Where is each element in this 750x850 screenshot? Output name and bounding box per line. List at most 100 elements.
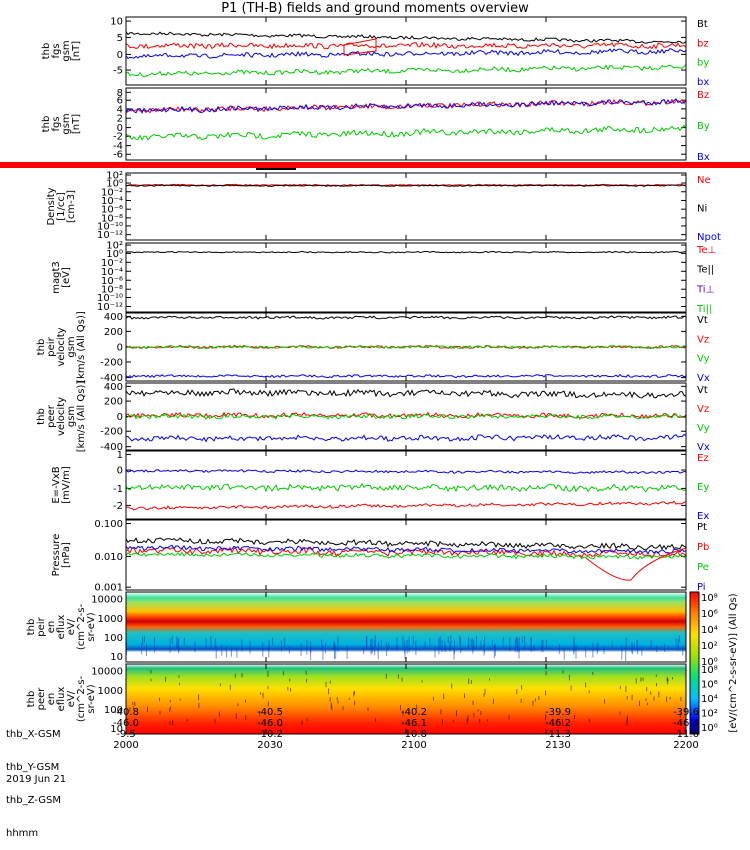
spectrogram-speckle [267, 686, 269, 690]
spectrogram-speckle [141, 643, 143, 655]
spectrogram-speckle [480, 640, 482, 650]
panel-frame [125, 16, 687, 86]
series-line [125, 500, 687, 511]
legend-entry: Pt [697, 522, 707, 533]
spectrogram-speckle [486, 719, 488, 722]
ytick-label: 200 [104, 397, 123, 408]
series-line [125, 344, 687, 350]
spectrogram-speckle [342, 706, 344, 711]
panel-ylabel: [km/s (All Qs)] [76, 381, 87, 453]
spectrogram-speckle [210, 636, 212, 649]
spectrogram-speckle [218, 711, 220, 717]
spectrogram-speckle [631, 694, 633, 701]
spectrogram-speckle [467, 715, 469, 721]
footer-z-value: -11.6 [673, 729, 699, 740]
spectrogram-speckle [650, 640, 652, 648]
spectrogram-speckle [301, 720, 303, 725]
spectrogram-speckle [573, 636, 575, 653]
panel-ylabel: [cm-3] [66, 190, 77, 223]
spectrogram-speckle [325, 681, 327, 688]
spectrogram-speckle [289, 678, 291, 682]
spectrogram-speckle [241, 673, 243, 678]
spectrogram-speckle [306, 718, 308, 721]
spectrogram-speckle [445, 645, 447, 652]
spectrogram-speckle [588, 719, 590, 722]
ytick-label: 100 [104, 633, 123, 644]
spectrogram-speckle [268, 642, 270, 658]
legend-entry: By [697, 121, 710, 132]
spectrogram-speckle [134, 701, 136, 706]
spectrogram-speckle [625, 645, 627, 661]
spectrogram-speckle [534, 698, 536, 702]
spectrogram-speckle [249, 641, 251, 654]
spectrogram-speckle [225, 645, 227, 658]
ytick-label: 10⁻⁸ [101, 285, 123, 296]
spectrogram-speckle [221, 644, 223, 656]
spectrogram-speckle [459, 635, 461, 646]
spectrogram-speckle [680, 696, 682, 702]
spectrogram-speckle [442, 719, 443, 725]
spectrogram-speckle [215, 646, 217, 659]
ytick-label: 10000 [91, 667, 123, 678]
ytick-label: 10⁻² [101, 187, 123, 198]
ytick-label: 10⁻⁶ [101, 276, 123, 287]
spectrogram-speckle [475, 635, 477, 650]
spectrogram-speckle [563, 647, 565, 660]
spectrogram-speckle [219, 683, 221, 686]
spectrogram-speckle [575, 643, 577, 659]
colorbar-tick: 10⁴ [701, 625, 718, 636]
spectrogram-speckle [669, 696, 671, 700]
spectrogram-speckle [626, 696, 628, 700]
spectrogram-speckle [328, 688, 330, 695]
spectrogram-speckle [556, 718, 558, 723]
legend-entry: Vz [697, 334, 709, 345]
spectrogram-speckle [626, 721, 628, 726]
spectrogram-speckle [172, 720, 174, 726]
spectrogram-speckle [300, 643, 302, 656]
spectrogram-speckle [650, 691, 652, 695]
panel-ylabel: [nPa] [61, 542, 72, 568]
ytick-label: 6 [117, 96, 123, 107]
ytick-label: 10⁻¹² [97, 302, 123, 313]
footer-z-value: -11.3 [545, 729, 571, 740]
ytick-label: -4 [113, 141, 123, 152]
panel-frame [125, 172, 687, 241]
spectrogram-speckle [198, 694, 200, 701]
series-line [125, 433, 687, 443]
series-line [125, 482, 687, 493]
spectrogram-speckle [452, 720, 454, 723]
spectrogram-speckle [439, 636, 441, 650]
colorbar-tick: 10² [701, 709, 718, 720]
spectrogram-speckle [371, 638, 373, 651]
footer-y-label: thb_Y-GSM [6, 762, 60, 773]
spectrogram-speckle [517, 637, 519, 649]
spectrogram-speckle [386, 642, 388, 657]
spectrogram [126, 592, 686, 662]
spectrogram-speckle [378, 641, 379, 649]
series-line [125, 469, 687, 475]
page-title: P1 (TH-B) fields and ground moments over… [221, 1, 529, 16]
series-line [125, 411, 687, 419]
spectrogram-speckle [588, 690, 590, 694]
spectrogram-speckle [321, 639, 323, 651]
colorbar-tick: 10⁰ [701, 723, 718, 734]
spectrogram-speckle [574, 714, 576, 719]
series-line [125, 124, 687, 141]
spectrogram-speckle [450, 635, 452, 651]
ytick-label: 10⁻¹⁰ [97, 221, 123, 232]
ytick-label: 0 [117, 123, 123, 134]
ytick-label: -2 [113, 132, 123, 143]
footer-z-label: thb_Z-GSM [6, 795, 61, 806]
spectrogram-speckle [542, 639, 544, 653]
spectrogram-speckle [322, 645, 324, 660]
spectrogram-speckle [363, 647, 365, 655]
spectrogram-speckle [406, 640, 408, 654]
spectrogram-speckle [597, 642, 599, 652]
ytick-label: 0 [117, 412, 123, 423]
panel-ylabel: thb [41, 43, 52, 60]
spectrogram-speckle [625, 637, 627, 649]
panel-ylabel: en [46, 621, 57, 634]
spectrogram-speckle [484, 688, 486, 695]
density-bar [0, 162, 750, 168]
spectrogram-speckle [400, 705, 401, 711]
